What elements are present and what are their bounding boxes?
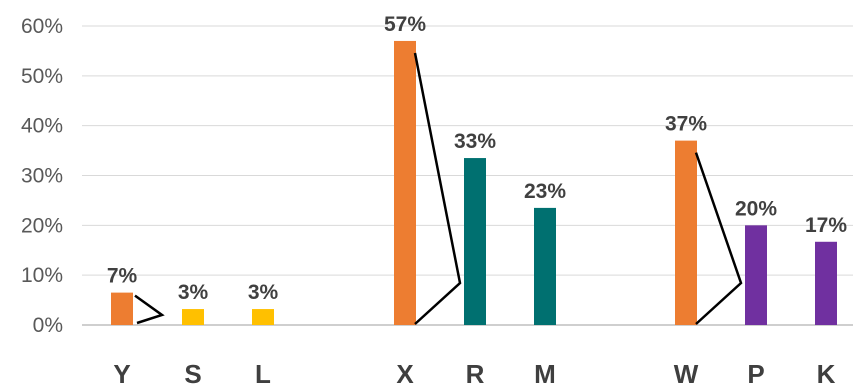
bars <box>111 40 837 325</box>
category-label: M <box>534 359 556 389</box>
data-label: 7% <box>107 265 138 288</box>
category-label: S <box>184 359 201 389</box>
bracket-annotation <box>413 52 462 325</box>
bar-k <box>815 241 837 325</box>
category-label: P <box>747 359 764 389</box>
category-label: R <box>466 359 485 389</box>
data-label: 23% <box>524 180 566 203</box>
bar-r <box>464 158 486 325</box>
labels: 0% 10% 20% 30% 40% 50% 60% Y 7% S 3% L 3% X 57% R 33% M 23… <box>21 13 847 389</box>
bar-x <box>394 40 416 325</box>
bracket-annotation <box>694 152 743 325</box>
category-label: W <box>674 359 699 389</box>
data-label: 3% <box>248 281 279 304</box>
data-label: 3% <box>178 281 209 304</box>
y-tick-label: 50% <box>21 65 63 88</box>
y-tick-label: 0% <box>33 314 63 337</box>
bracket-annotation <box>134 294 165 325</box>
data-label: 37% <box>665 113 707 136</box>
category-label: X <box>396 359 414 389</box>
category-label: K <box>817 359 836 389</box>
category-label: L <box>255 359 271 389</box>
bar-y <box>111 292 133 325</box>
brackets <box>134 52 743 325</box>
bar-w <box>675 140 697 325</box>
bar-m <box>534 207 556 325</box>
y-tick-label: 60% <box>21 15 63 38</box>
data-label: 20% <box>735 197 777 220</box>
category-label: Y <box>113 359 130 389</box>
data-label: 17% <box>805 214 847 237</box>
y-tick-label: 20% <box>21 214 63 237</box>
gridlines <box>82 25 853 326</box>
y-tick-label: 40% <box>21 115 63 138</box>
bar-l <box>252 309 274 325</box>
bar-p <box>745 225 767 325</box>
y-tick-label: 30% <box>21 165 63 188</box>
y-tick-label: 10% <box>21 264 63 287</box>
data-label: 33% <box>454 130 496 153</box>
data-label: 57% <box>384 13 426 36</box>
bar-s <box>182 309 204 325</box>
